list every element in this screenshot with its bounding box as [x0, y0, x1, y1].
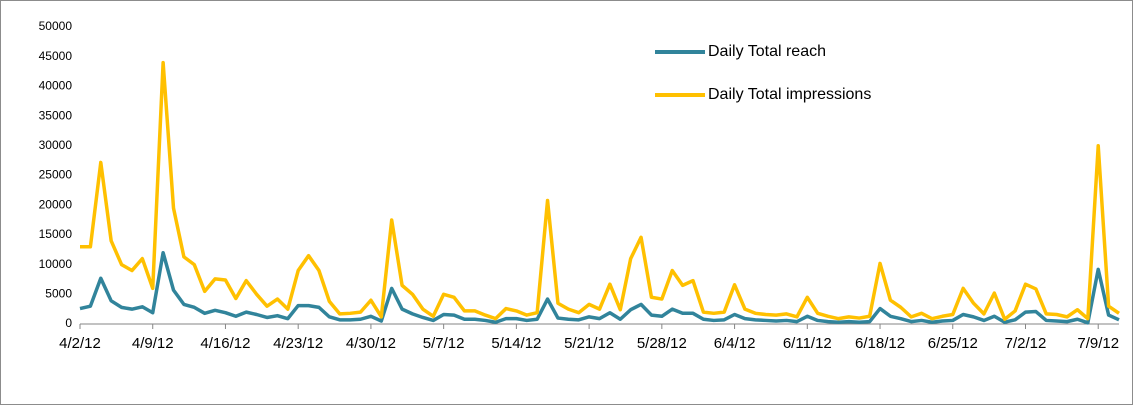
y-tick-label: 50000	[39, 19, 73, 33]
legend-label: Daily Total impressions	[708, 86, 871, 103]
x-tick-label: 7/2/12	[1005, 335, 1047, 352]
x-tick-label: 5/14/12	[491, 335, 541, 352]
x-tick-label: 6/18/12	[855, 335, 905, 352]
x-tick-label: 6/25/12	[928, 335, 978, 352]
x-tick-label: 4/2/12	[59, 335, 101, 352]
legend-label: Daily Total reach	[708, 43, 826, 60]
line-series	[80, 60, 1120, 321]
y-tick-label: 0	[65, 316, 72, 330]
y-tick-label: 5000	[45, 286, 72, 300]
x-tick-label: 6/4/12	[714, 335, 756, 352]
x-tick-label: 6/11/12	[783, 335, 832, 352]
x-tick-label: 5/7/12	[423, 335, 465, 352]
y-tick-label: 35000	[39, 108, 73, 122]
x-tick-label: 5/28/12	[637, 335, 687, 352]
y-tick-label: 40000	[39, 79, 73, 93]
x-tick-label: 7/9/12	[1077, 335, 1119, 352]
line-series	[79, 250, 1120, 325]
y-tick-label: 10000	[39, 257, 73, 271]
y-tick-label: 15000	[39, 227, 73, 241]
x-tick-label: 4/23/12	[273, 335, 323, 352]
y-tick-label: 30000	[39, 138, 73, 152]
y-tick-label: 45000	[39, 49, 73, 63]
x-tick-label: 4/30/12	[346, 335, 396, 352]
y-tick-label: 25000	[39, 168, 73, 182]
x-tick-label: 4/9/12	[132, 335, 174, 352]
y-tick-label: 20000	[39, 197, 73, 211]
x-tick-label: 5/21/12	[564, 335, 614, 352]
x-tick-label: 4/16/12	[200, 335, 250, 352]
